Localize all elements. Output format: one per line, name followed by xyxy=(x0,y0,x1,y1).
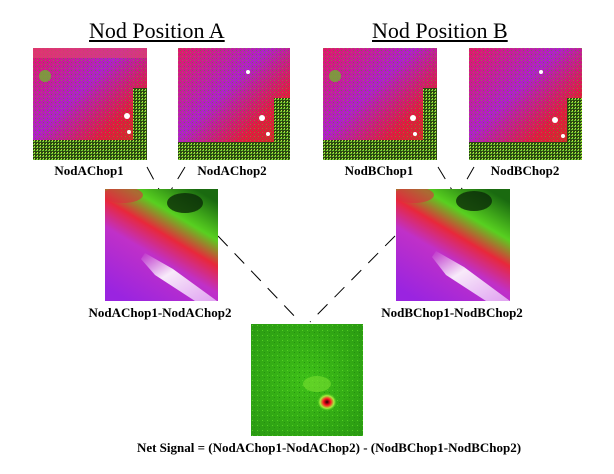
net-signal-caption: Net Signal = (NodAChop1-NodAChop2) - (No… xyxy=(136,440,522,455)
nod-a-chop2-image xyxy=(178,48,290,160)
nod-a-chop1-label: NodAChop1 xyxy=(54,163,124,178)
nod-a-difference-label: NodAChop1-NodAChop2 xyxy=(88,305,232,320)
nod-b-difference-label: NodBChop1-NodBChop2 xyxy=(381,305,523,320)
net-signal-image xyxy=(251,324,363,436)
nod-b-chop2-label: NodBChop2 xyxy=(490,163,560,178)
nod-a-chop2-label: NodAChop2 xyxy=(197,163,267,178)
nod-b-chop1-label: NodBChop1 xyxy=(344,163,414,178)
nod-b-chop1-image xyxy=(323,48,437,160)
nod-position-b-heading: Nod Position B xyxy=(372,18,508,43)
nod-a-chop1-image xyxy=(33,48,147,160)
nod-b-difference-image xyxy=(396,189,510,301)
nod-b-chop2-image xyxy=(469,48,582,160)
nod-position-a-heading: Nod Position A xyxy=(89,18,225,43)
nod-a-difference-image xyxy=(105,189,218,301)
